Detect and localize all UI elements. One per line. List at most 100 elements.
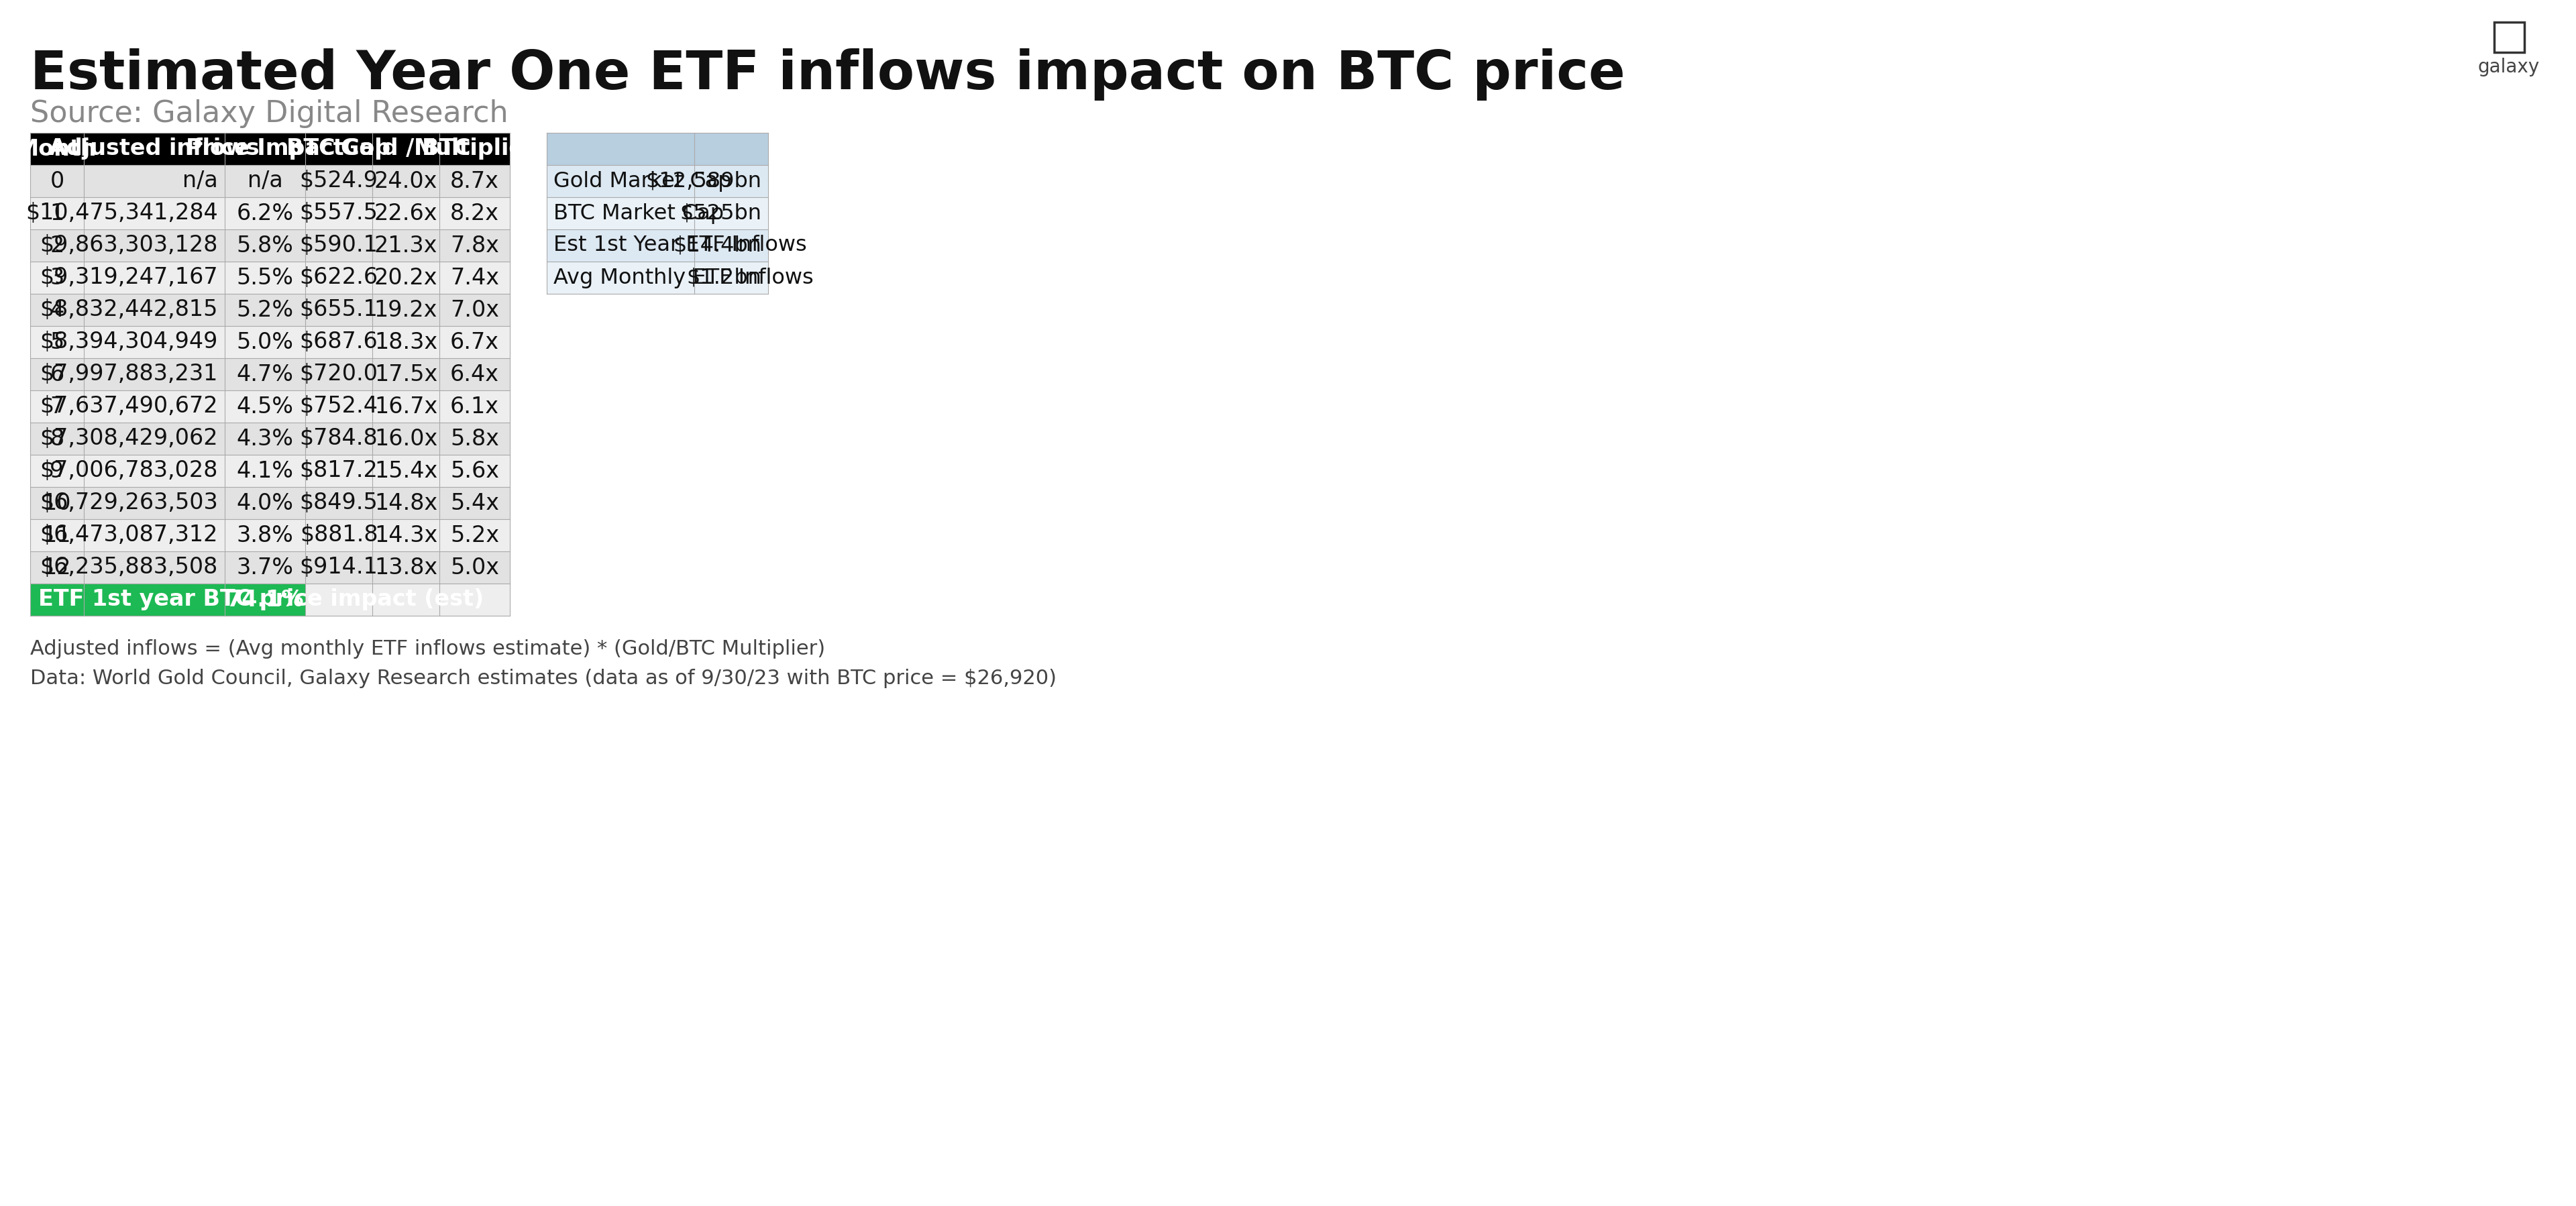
Text: 21.3x: 21.3x [374,234,438,257]
Text: 2: 2 [49,234,64,257]
Text: 17.5x: 17.5x [374,363,438,386]
Bar [374,519,440,551]
Text: 3: 3 [49,267,64,288]
Bar [374,358,440,391]
Text: 18.3x: 18.3x [374,330,438,353]
Bar [224,519,304,551]
Text: Month: Month [18,137,98,160]
Bar [224,422,304,455]
Text: Adjusted inflows = (Avg monthly ETF inflows estimate) * (Gold/BTC Multiplier): Adjusted inflows = (Avg monthly ETF infl… [31,639,824,658]
Bar [546,198,696,229]
Bar [374,262,440,294]
Text: $10,475,341,284: $10,475,341,284 [26,203,219,224]
Text: $7,637,490,672: $7,637,490,672 [39,396,219,417]
Text: 4.1%: 4.1% [237,459,294,482]
Text: 5: 5 [49,330,64,353]
Bar [224,391,304,422]
Text: 5.0%: 5.0% [237,330,294,353]
Text: n/a: n/a [183,170,219,192]
Bar [440,133,510,165]
Bar [304,198,374,229]
Text: ETF 1st year BTC price impact (est): ETF 1st year BTC price impact (est) [39,589,484,610]
Text: 5.5%: 5.5% [237,267,294,288]
Bar [374,229,440,262]
Text: 7.8x: 7.8x [451,234,500,257]
Bar [304,455,374,487]
Bar [2494,22,2524,52]
Text: 3.7%: 3.7% [237,556,294,579]
Text: 7.0x: 7.0x [451,299,500,321]
Text: $720.0: $720.0 [299,363,379,386]
Text: BTC Market Cap: BTC Market Cap [554,203,724,223]
Text: 6: 6 [49,363,64,386]
Bar [224,262,304,294]
Bar [304,358,374,391]
Text: $7,006,783,028: $7,006,783,028 [41,459,219,482]
Text: Source: Galaxy Digital Research: Source: Galaxy Digital Research [31,99,507,128]
Bar [304,584,510,616]
Text: 12: 12 [44,556,72,579]
Text: 10: 10 [44,492,72,514]
Bar [224,198,304,229]
Text: 15.4x: 15.4x [374,459,438,482]
Bar [374,198,440,229]
Text: 11: 11 [44,525,72,546]
Bar [440,391,510,422]
Text: $6,235,883,508: $6,235,883,508 [41,556,219,579]
Bar [374,294,440,326]
Text: $881.8: $881.8 [299,525,379,546]
Text: $14.4bn: $14.4bn [672,235,762,256]
Bar [304,391,374,422]
Bar [304,422,374,455]
Bar [31,229,85,262]
Bar [440,358,510,391]
Bar [304,294,374,326]
Text: 6.1x: 6.1x [451,396,500,417]
Bar [440,165,510,198]
Bar [31,326,85,358]
Text: 4.3%: 4.3% [237,428,294,450]
Text: Avg Monthly ETF Inflows: Avg Monthly ETF Inflows [554,268,814,288]
Bar [31,165,85,198]
Bar [440,455,510,487]
Text: BTC Cap: BTC Cap [286,137,392,160]
Text: $8,394,304,949: $8,394,304,949 [41,330,219,353]
Text: $784.8: $784.8 [299,428,379,450]
Bar [85,551,224,584]
Text: Adjusted inflows: Adjusted inflows [49,137,260,160]
Bar [374,391,440,422]
Bar [85,262,224,294]
Text: $557.5: $557.5 [299,203,379,224]
Bar [304,487,374,519]
Bar [304,551,374,584]
Text: 1: 1 [49,203,64,224]
Bar [374,165,440,198]
Bar [31,262,85,294]
Bar [85,133,224,165]
Bar [85,519,224,551]
Text: Gold Market Cap: Gold Market Cap [554,171,732,192]
Text: $817.2: $817.2 [299,459,379,482]
Text: $914.1: $914.1 [299,556,379,579]
Bar [85,391,224,422]
Text: 4: 4 [49,299,64,321]
Text: 16.0x: 16.0x [374,428,438,450]
Text: 7.4x: 7.4x [451,267,500,288]
Bar [440,198,510,229]
Text: $8,832,442,815: $8,832,442,815 [41,299,219,321]
Text: n/a: n/a [247,170,283,192]
Text: $622.6: $622.6 [299,267,379,288]
Bar [304,165,374,198]
Bar [85,165,224,198]
Bar [31,519,85,551]
Bar [31,198,85,229]
Text: 5.2x: 5.2x [451,525,500,546]
Bar [31,455,85,487]
Text: $7,308,429,062: $7,308,429,062 [39,428,219,450]
Text: $849.5: $849.5 [299,492,379,514]
Text: $6,473,087,312: $6,473,087,312 [39,525,219,546]
Text: 7: 7 [49,396,64,417]
Bar [440,422,510,455]
Bar [31,551,85,584]
Bar [224,551,304,584]
